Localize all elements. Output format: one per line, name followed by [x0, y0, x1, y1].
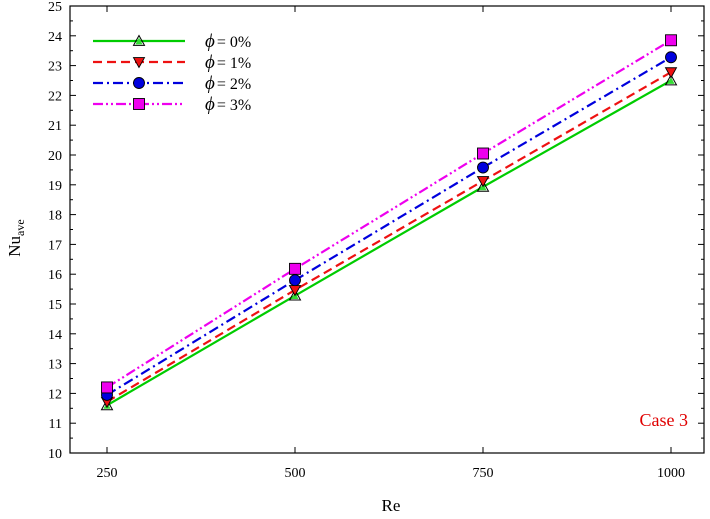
y-tick-label: 24 — [48, 30, 62, 45]
legend: ϕ = 0%ϕ = 1%ϕ = 2%ϕ = 3% — [93, 31, 251, 115]
data-point — [476, 180, 490, 192]
y-axis-title-main: Nu — [5, 235, 24, 256]
series-layer — [100, 34, 678, 411]
legend-symbol: ϕ — [205, 73, 215, 94]
legend-label: ϕ = 1% — [205, 52, 251, 73]
y-tick-label: 15 — [48, 298, 62, 313]
data-point-fill — [667, 77, 675, 84]
x-tick-label: 250 — [97, 466, 118, 481]
y-axis-ticks: 10 11 12 13 14 15 16 17 18 19 20 21 22 23 24 25 — [48, 0, 704, 462]
y-tick-label: 25 — [48, 0, 62, 15]
data-point — [289, 274, 301, 287]
legend-marker — [133, 98, 145, 110]
y-tick-label: 20 — [48, 149, 62, 164]
series-3 — [101, 34, 677, 394]
y-tick-label: 11 — [49, 417, 62, 432]
series-1 — [100, 67, 678, 409]
legend-marker-fill — [135, 37, 143, 45]
data-point — [288, 289, 302, 301]
y-tick-label: 17 — [48, 238, 62, 253]
legend-label: ϕ = 0% — [205, 31, 251, 52]
legend-entry: ϕ = 3% — [93, 94, 251, 115]
series-0 — [100, 73, 678, 411]
series-2 — [101, 51, 677, 401]
plot-area-frame — [69, 5, 705, 454]
series-line — [106, 56, 672, 396]
legend-symbol: ϕ — [205, 52, 215, 73]
legend-marker — [132, 34, 146, 46]
y-tick-label: 13 — [48, 358, 62, 373]
y-tick-label: 23 — [48, 60, 62, 75]
legend-label: ϕ = 3% — [205, 94, 251, 115]
y-tick-label: 16 — [48, 268, 62, 283]
series-line — [106, 39, 672, 389]
data-point — [665, 34, 677, 47]
y-tick-label: 14 — [48, 328, 62, 343]
x-tick-label: 500 — [285, 466, 306, 481]
data-point — [289, 262, 301, 275]
data-point — [476, 176, 490, 188]
y-tick-label: 22 — [48, 89, 62, 104]
y-tick-label: 19 — [48, 179, 62, 194]
y-tick-label: 10 — [48, 447, 62, 462]
data-point — [477, 161, 489, 174]
legend-value: = 2% — [217, 76, 251, 93]
legend-value: = 0% — [217, 34, 251, 51]
case-annotation: Case 3 — [640, 410, 689, 430]
x-axis-ticks: 250 500 750 1000 — [97, 6, 685, 481]
legend-entry: ϕ = 2% — [93, 73, 251, 94]
y-tick-label: 12 — [48, 387, 62, 402]
data-point — [665, 51, 677, 64]
series-line — [106, 71, 672, 403]
data-point — [664, 67, 678, 79]
legend-label: ϕ = 2% — [205, 73, 251, 94]
y-axis-title-subscript: ave — [13, 219, 27, 236]
x-tick-label: 750 — [473, 466, 494, 481]
data-point — [477, 147, 489, 160]
legend-value: = 3% — [217, 97, 251, 114]
data-point — [101, 381, 113, 394]
legend-symbol: ϕ — [205, 31, 215, 52]
data-point — [664, 73, 678, 86]
series-line — [106, 79, 672, 407]
legend-marker — [132, 57, 146, 69]
y-tick-label: 21 — [48, 119, 62, 134]
legend-symbol: ϕ — [205, 94, 215, 115]
legend-value: = 1% — [217, 55, 251, 72]
y-axis-title: Nuave — [5, 219, 27, 256]
legend-marker — [133, 77, 145, 89]
legend-entry: ϕ = 0% — [93, 31, 251, 52]
legend-entry: ϕ = 1% — [93, 52, 251, 73]
x-tick-label: 1000 — [657, 466, 685, 481]
data-point — [100, 398, 114, 411]
y-tick-label: 18 — [48, 209, 62, 224]
x-axis-title: Re — [382, 496, 401, 515]
